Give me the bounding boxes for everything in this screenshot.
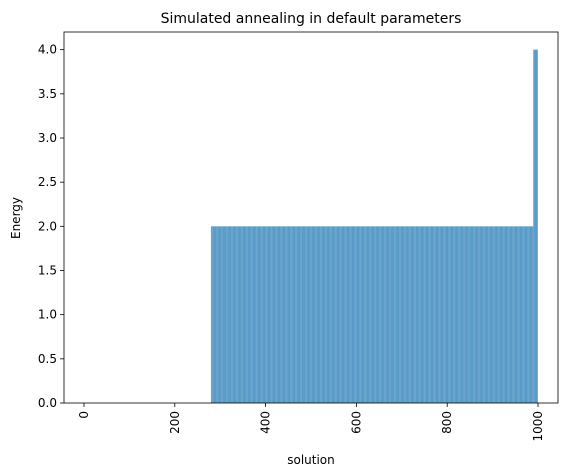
y-axis-label: Energy: [9, 197, 23, 239]
chart-title: Simulated annealing in default parameter…: [161, 11, 462, 27]
y-tick-label: 2.0: [38, 219, 57, 233]
y-tick-label: 1.0: [38, 308, 57, 322]
x-axis-ticks: 0 200 400 600 800 1000: [77, 403, 545, 442]
x-tick-label: 0: [77, 411, 91, 419]
y-tick-label: 3.5: [38, 87, 57, 101]
y-tick-label: 1.5: [38, 264, 57, 278]
y-tick-label: 3.0: [38, 131, 57, 145]
x-tick-label: 200: [168, 411, 182, 434]
bars: [210, 49, 538, 404]
y-tick-label: 0.0: [38, 396, 57, 410]
plot-area-frame: [63, 31, 559, 404]
y-tick-label: 2.5: [38, 175, 57, 189]
x-tick-label: 1000: [531, 411, 545, 442]
y-tick-label: 0.5: [38, 352, 57, 366]
y-tick-label: 4.0: [38, 43, 57, 57]
y-axis-ticks: 0.0 0.5 1.0 1.5 2.0 2.5 3.0 3.5 4.0: [38, 43, 64, 410]
x-tick-label: 600: [349, 411, 363, 434]
x-tick-label: 800: [440, 411, 454, 434]
x-axis-label: solution: [287, 453, 335, 467]
x-tick-label: 400: [259, 411, 273, 434]
